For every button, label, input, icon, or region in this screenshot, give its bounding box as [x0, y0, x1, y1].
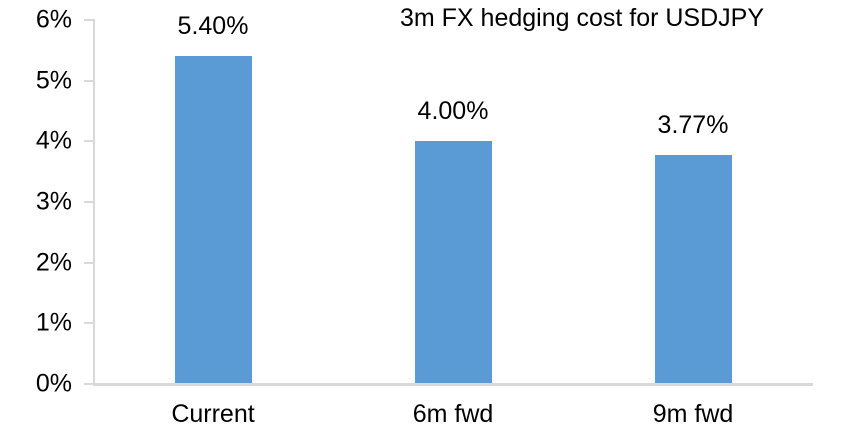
x-axis-category-label: 9m fwd [652, 400, 734, 428]
chart-title: 3m FX hedging cost for USDJPY [399, 4, 765, 32]
y-axis-tick-label: 3% [35, 187, 72, 216]
y-axis-tick-mark [84, 261, 95, 264]
y-axis-tick-label: 6% [35, 5, 72, 34]
bar-9m-fwd [654, 155, 732, 384]
bar-value-label: 3.77% [657, 111, 729, 140]
x-axis-category-label: Current [171, 400, 255, 428]
bar-6m-fwd [414, 141, 492, 384]
x-axis-line [93, 383, 813, 386]
bar-value-label: 4.00% [417, 97, 489, 126]
x-axis-category-label: 6m fwd [412, 400, 494, 428]
y-axis-tick-mark [84, 383, 95, 385]
y-axis-tick-mark [84, 322, 95, 325]
y-axis-tick-mark [84, 140, 95, 143]
y-axis-tick-label: 4% [35, 126, 72, 155]
bar-current [174, 56, 252, 384]
y-axis-tick-label: 1% [35, 308, 72, 337]
y-axis-tick-label: 5% [35, 66, 72, 95]
bar-value-label: 5.40% [177, 12, 249, 41]
y-axis-tick-mark [84, 201, 95, 203]
y-axis-tick-mark [84, 79, 95, 82]
y-axis-tick-label: 0% [35, 369, 72, 398]
y-axis-line [93, 20, 95, 385]
y-axis-tick-label: 2% [35, 248, 72, 277]
y-axis-tick-mark [84, 19, 95, 21]
